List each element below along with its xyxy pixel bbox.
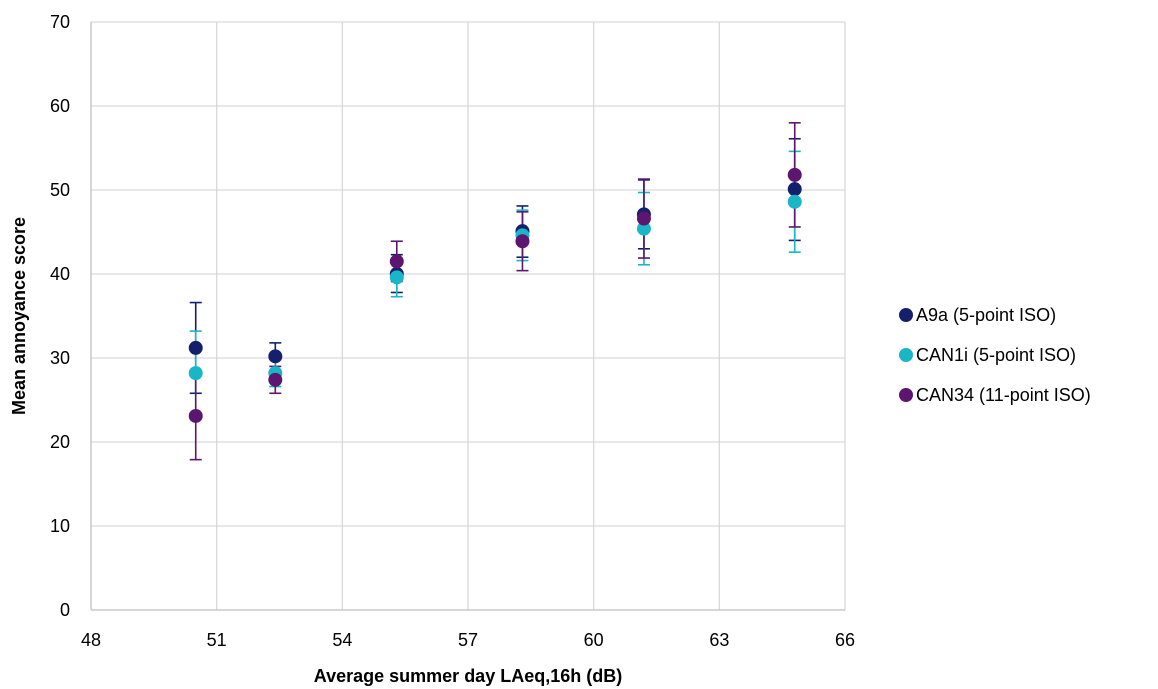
x-tick-label: 66 [835,630,855,650]
axes [90,22,845,611]
data-point [636,211,651,226]
y-tick-label: 60 [50,96,70,116]
y-tick-label: 30 [50,348,70,368]
data-point [636,221,651,236]
y-tick-label: 70 [50,12,70,32]
x-tick-label: 48 [81,630,101,650]
x-tick-label: 60 [584,630,604,650]
legend-item: A9a (5-point ISO) [899,305,1056,325]
legend-marker [899,348,913,362]
data-point [787,182,802,197]
legend-label: A9a (5-point ISO) [916,305,1056,325]
legend-marker [899,388,913,402]
data-point [389,270,404,285]
y-tick-label: 0 [60,600,70,620]
data-point [268,372,283,387]
legend-item: CAN1i (5-point ISO) [899,345,1076,365]
legend: A9a (5-point ISO) CAN1i (5-point ISO) CAN3… [899,305,1091,405]
data-point [515,234,530,249]
legend-label: CAN34 (11-point ISO) [916,385,1091,405]
y-tick-label: 40 [50,264,70,284]
legend-label: CAN1i (5-point ISO) [916,345,1076,365]
y-axis-title: Mean annoyance score [9,217,29,415]
x-tick-label: 51 [207,630,227,650]
y-tick-label: 20 [50,432,70,452]
error-bars [189,122,801,461]
legend-item: CAN34 (11-point ISO) [899,385,1091,405]
x-tick-label: 57 [458,630,478,650]
data-point [188,366,203,381]
data-point [787,167,802,182]
tick-labels: 48 51 54 57 60 63 66 0 10 20 30 40 50 60 70 [50,12,855,650]
gridlines [91,21,846,610]
data-points [188,167,802,423]
data-point [188,408,203,423]
y-tick-label: 10 [50,516,70,536]
x-tick-label: 54 [332,630,352,650]
legend-marker [899,308,913,322]
data-point [787,194,802,209]
data-point [389,254,404,269]
y-tick-label: 50 [50,180,70,200]
data-point [188,340,203,355]
x-axis-title: Average summer day LAeq,16h (dB) [314,666,622,686]
data-point [268,349,283,364]
x-tick-label: 63 [709,630,729,650]
